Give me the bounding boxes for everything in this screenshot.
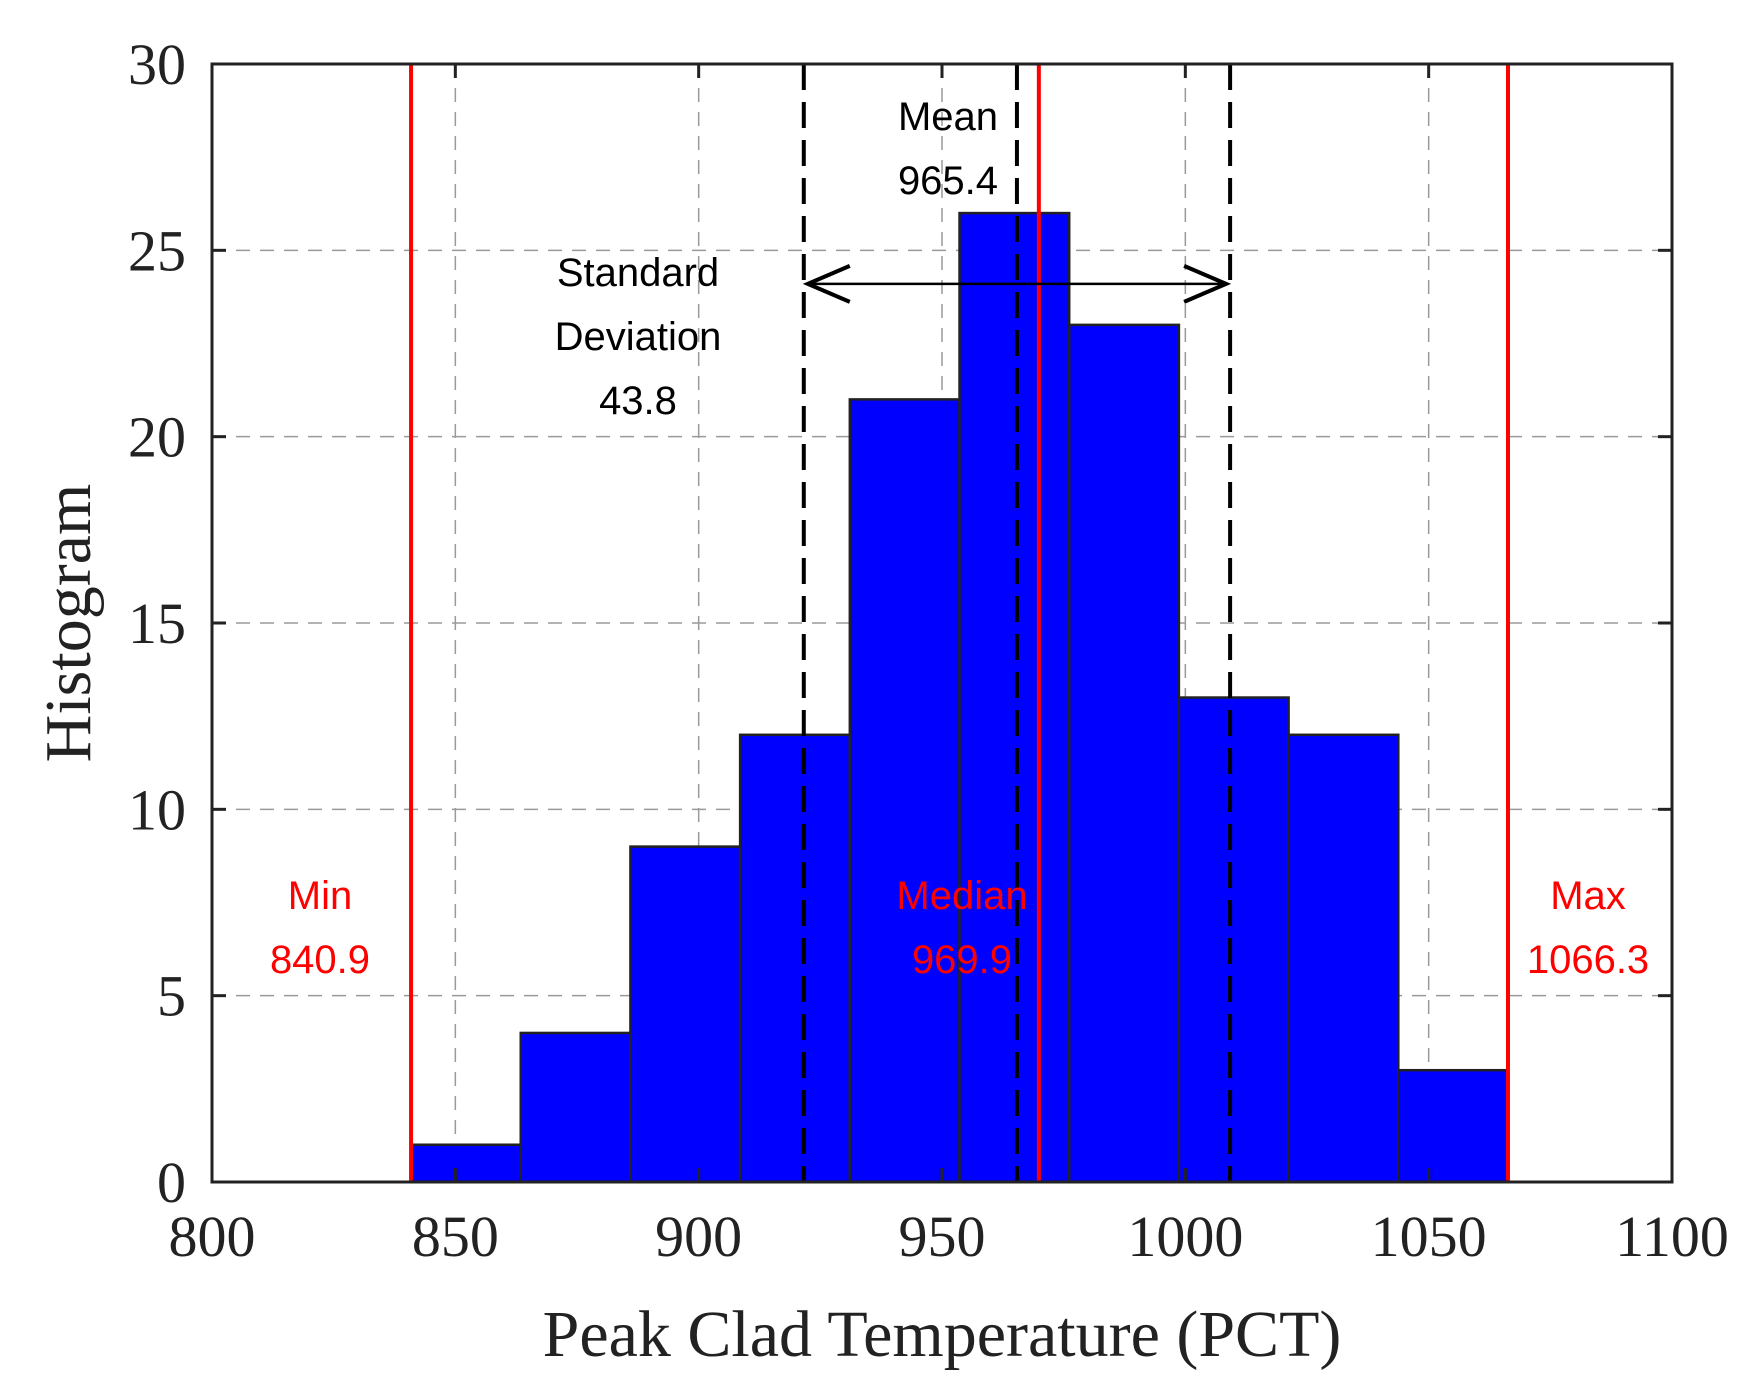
x-tick-label: 1050: [1371, 1204, 1487, 1269]
x-tick-label: 900: [655, 1204, 742, 1269]
histogram-bar: [1067, 323, 1181, 1184]
histogram-bars: [409, 211, 1510, 1184]
histogram-bar: [1397, 1068, 1510, 1184]
min-label: Min: [288, 874, 352, 918]
x-tick-label: 1000: [1127, 1204, 1243, 1269]
median-label: Median: [896, 874, 1027, 918]
y-tick-label: 25: [128, 218, 186, 283]
y-tick-label: 0: [157, 1150, 186, 1215]
std-arrow-head-left: [802, 264, 851, 304]
histogram-bar: [1177, 696, 1290, 1184]
histogram-bar: [1287, 733, 1400, 1184]
max-value: 1066.3: [1527, 938, 1649, 982]
y-tick-label: 5: [157, 964, 186, 1029]
histogram-bar: [958, 211, 1071, 1184]
y-tick-label: 10: [128, 777, 186, 842]
y-tick-label: 30: [128, 32, 186, 97]
x-axis-title: Peak Clad Temperature (PCT): [543, 1298, 1342, 1371]
std-label-line2: Deviation: [555, 315, 722, 359]
statistic-lines: [409, 64, 1510, 1182]
y-axis-title: Histogram: [32, 484, 105, 763]
x-tick-label: 850: [412, 1204, 499, 1269]
x-tick-label: 1100: [1615, 1204, 1729, 1269]
y-tick-label: 15: [128, 591, 186, 656]
std-label-line1: Standard: [557, 251, 719, 295]
x-tick-label: 950: [899, 1204, 986, 1269]
mean-label: Mean: [898, 95, 998, 139]
mean-value: 965.4: [898, 159, 998, 203]
histogram-bar: [738, 733, 852, 1184]
std-arrow-head-right: [1183, 264, 1232, 304]
x-tick-label: 800: [169, 1204, 256, 1269]
std-value: 43.8: [599, 379, 677, 423]
histogram-bar: [848, 398, 961, 1184]
y-tick-label: 20: [128, 405, 186, 470]
axis-ticks: 800 850 900 950 1000 1050 1100 0 5 10 15 20 25 30: [128, 32, 1729, 1269]
histogram-bar: [629, 845, 742, 1184]
histogram-bar: [519, 1031, 632, 1184]
max-label: Max: [1550, 874, 1626, 918]
histogram-bar: [409, 1143, 522, 1184]
median-value: 969.9: [912, 938, 1012, 982]
min-value: 840.9: [270, 938, 370, 982]
